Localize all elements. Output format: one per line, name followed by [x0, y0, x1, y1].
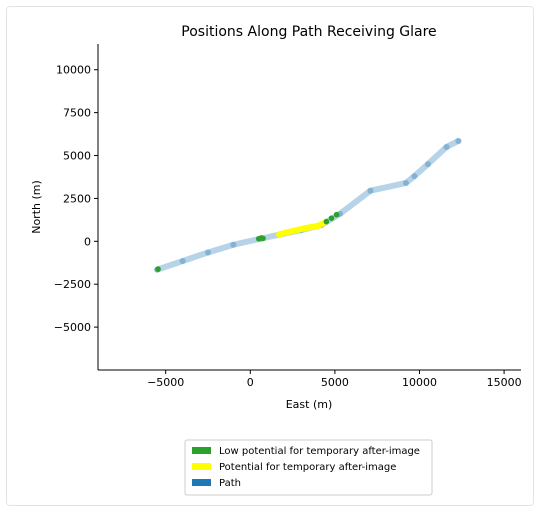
path-point [204, 249, 211, 256]
y-tick-label: −5000 [54, 321, 91, 334]
path-line [154, 137, 462, 273]
x-tick-label: 10000 [402, 376, 437, 389]
x-tick-label: −5000 [147, 376, 184, 389]
low-potential-point [328, 215, 335, 221]
y-tick-label: 5000 [63, 150, 91, 163]
path-point [424, 161, 431, 168]
legend-label: Potential for temporary after-image [219, 462, 396, 473]
legend-label: Low potential for temporary after-image [219, 446, 420, 457]
y-axis-label: North (m) [30, 180, 43, 234]
y-tick-label: 10000 [56, 64, 91, 77]
potential-after-image-point [276, 231, 283, 238]
axes [97, 44, 521, 371]
path-point [367, 187, 374, 194]
potential-after-image-point [314, 222, 321, 229]
low-potential-point [260, 235, 266, 242]
y-ticks: −5000 −2500 0 2500 5000 7500 10000 [54, 64, 98, 334]
x-tick-label: 5000 [321, 376, 349, 389]
legend-swatch [192, 479, 211, 486]
potential-after-image-point [303, 224, 310, 231]
legend-label: Path [219, 478, 241, 489]
plot-area [154, 137, 462, 273]
path-point [179, 258, 186, 265]
x-axis-label: East (m) [286, 398, 333, 411]
potential-after-image-point [289, 228, 296, 235]
y-tick-label: 2500 [63, 192, 91, 205]
low-potential-point [155, 266, 161, 272]
x-ticks: −5000 0 5000 10000 15000 [147, 370, 522, 389]
legend-box [184, 439, 433, 496]
legend: Low potential for temporary after-image P… [184, 439, 433, 496]
path-point [402, 179, 409, 186]
path-point [230, 241, 237, 248]
x-tick-label: 15000 [487, 376, 522, 389]
path-point [455, 137, 462, 144]
y-tick-label: 0 [84, 235, 91, 248]
y-tick-label: 7500 [63, 107, 91, 120]
x-tick-label: 0 [247, 376, 254, 389]
low-potential-point [323, 218, 330, 225]
low-potential-point [333, 211, 340, 218]
chart-title: Positions Along Path Receiving Glare [181, 24, 436, 40]
y-tick-label: −2500 [54, 278, 91, 291]
legend-swatch [192, 447, 211, 454]
path-point [411, 173, 418, 180]
legend-swatch [192, 463, 211, 470]
chart-panel [6, 6, 534, 506]
path-point [443, 143, 450, 150]
